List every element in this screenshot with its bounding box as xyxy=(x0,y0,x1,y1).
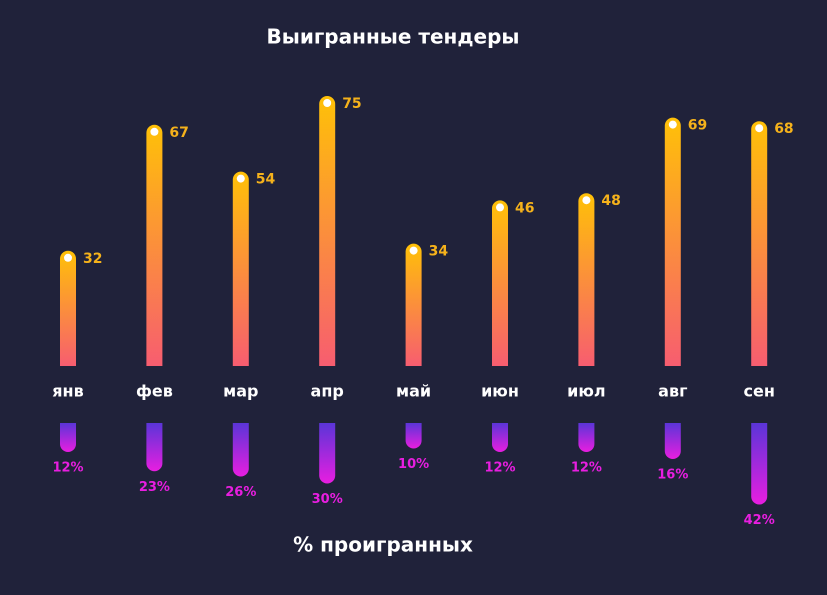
bar xyxy=(60,423,76,452)
bar-cap-dot xyxy=(582,196,591,205)
value-label: 34 xyxy=(429,244,449,260)
value-label: 54 xyxy=(256,172,276,188)
bar-cap-dot xyxy=(64,253,72,262)
value-label: 12% xyxy=(484,461,515,476)
x-tick-label: фев xyxy=(136,382,173,401)
bar xyxy=(319,423,336,484)
bar xyxy=(578,423,595,452)
x-tick-label: мар xyxy=(223,382,258,401)
bar xyxy=(405,423,422,449)
chart-subtitle: % проигранных xyxy=(293,533,473,557)
bar-cap-dot xyxy=(668,120,677,129)
chart-title: Выигранные тендеры xyxy=(267,25,520,49)
bar xyxy=(232,171,249,366)
value-label: 75 xyxy=(342,96,361,112)
value-label: 23% xyxy=(139,480,170,495)
value-label: 26% xyxy=(225,485,256,500)
bar xyxy=(232,423,249,477)
bar xyxy=(751,423,768,505)
bar xyxy=(664,423,681,459)
value-label: 42% xyxy=(744,513,775,528)
value-label: 32 xyxy=(83,251,102,267)
bar xyxy=(146,423,163,472)
value-label: 68 xyxy=(774,121,793,137)
x-tick-label: июн xyxy=(481,382,519,401)
bar xyxy=(664,117,681,366)
value-label: 12% xyxy=(52,461,83,476)
value-label: 67 xyxy=(169,125,188,141)
value-label: 30% xyxy=(312,492,343,507)
value-label: 16% xyxy=(657,468,688,483)
x-tick-label: апр xyxy=(311,382,344,401)
bar-cap-dot xyxy=(755,124,764,133)
x-tick-label: июл xyxy=(567,382,605,401)
value-label: 10% xyxy=(398,457,429,472)
bar-cap-dot xyxy=(323,99,332,107)
x-tick-label: янв xyxy=(52,382,83,401)
bar xyxy=(492,423,508,452)
value-label: 12% xyxy=(571,461,602,476)
bar xyxy=(146,124,163,366)
bar-cap-dot xyxy=(496,203,504,212)
value-label: 48 xyxy=(601,193,620,209)
bar xyxy=(405,243,422,366)
x-tick-label: сен xyxy=(744,382,775,401)
bar xyxy=(319,96,336,366)
value-label: 46 xyxy=(515,200,534,216)
value-label: 69 xyxy=(688,118,707,134)
x-tick-label: май xyxy=(396,382,431,401)
x-tick-label: авг xyxy=(658,382,687,401)
bar xyxy=(60,250,76,366)
bar-cap-dot xyxy=(150,127,159,136)
bar xyxy=(492,200,508,366)
bar xyxy=(578,193,595,366)
bar-cap-dot xyxy=(236,174,245,183)
bar xyxy=(751,121,768,366)
bar-cap-dot xyxy=(409,246,418,255)
